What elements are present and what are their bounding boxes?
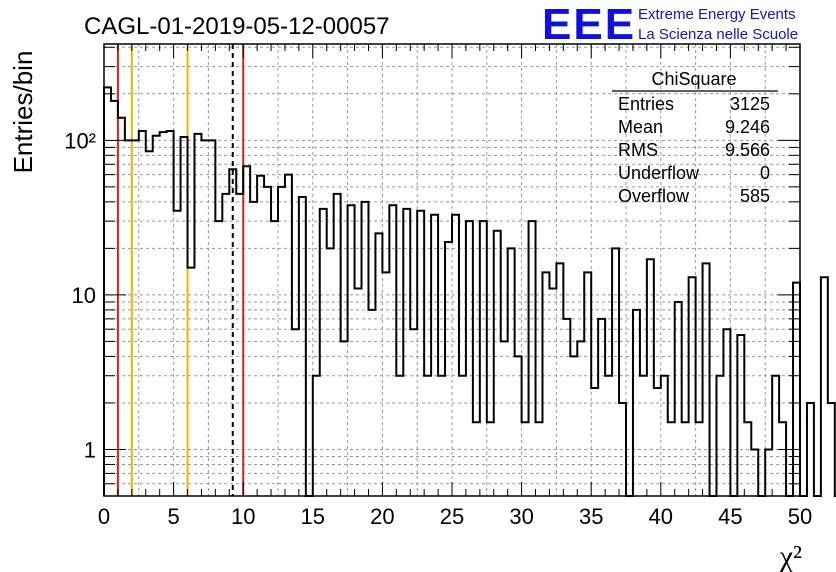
y-axis: 1 10 10² bbox=[64, 46, 800, 485]
stats-row-label: Underflow bbox=[618, 163, 700, 183]
eee-logo-line1: Extreme Energy Events bbox=[638, 6, 796, 23]
histogram-series bbox=[103, 86, 836, 497]
stats-row-value: 0 bbox=[760, 163, 770, 183]
eee-logo: EEE Extreme Energy Events La Scienza nel… bbox=[542, 0, 798, 49]
x-tick-label: 50 bbox=[788, 504, 812, 529]
stats-row-label: Entries bbox=[618, 94, 674, 114]
x-axis: 0 5 10 15 20 25 30 35 40 45 50 bbox=[98, 44, 812, 529]
reference-lines bbox=[116, 44, 245, 496]
x-tick-label: 25 bbox=[440, 504, 464, 529]
y-tick-label: 1 bbox=[84, 437, 96, 462]
y-tick-label: 10 bbox=[72, 283, 96, 308]
stats-row-value: 9.246 bbox=[725, 117, 770, 137]
eee-logo-line2: La Scienza nelle Scuole bbox=[638, 26, 798, 43]
stats-row-value: 585 bbox=[740, 186, 770, 206]
x-tick-label: 30 bbox=[509, 504, 533, 529]
stats-box-title: ChiSquare bbox=[651, 69, 736, 89]
stats-row-value: 9.566 bbox=[725, 140, 770, 160]
x-tick-label: 15 bbox=[301, 504, 325, 529]
x-tick-label: 0 bbox=[98, 504, 110, 529]
x-axis-label: χ² bbox=[779, 540, 802, 572]
stats-row-label: RMS bbox=[618, 140, 658, 160]
stats-row-label: Overflow bbox=[618, 186, 690, 206]
stats-row-label: Mean bbox=[618, 117, 663, 137]
chart-title: CAGL-01-2019-05-12-00057 bbox=[84, 13, 390, 40]
stats-box: ChiSquare Entries 3125 Mean 9.246 RMS 9.566 Un… bbox=[612, 69, 778, 206]
x-tick-label: 35 bbox=[579, 504, 603, 529]
y-tick-label: 10² bbox=[64, 128, 96, 153]
grid-lines bbox=[104, 44, 800, 496]
x-tick-label: 40 bbox=[649, 504, 673, 529]
y-axis-label: Entries/bin bbox=[8, 51, 38, 174]
x-tick-label: 20 bbox=[370, 504, 394, 529]
x-tick-label: 45 bbox=[718, 504, 742, 529]
stats-row-value: 3125 bbox=[730, 94, 770, 114]
x-tick-label: 10 bbox=[231, 504, 255, 529]
eee-logo-mark: EEE bbox=[542, 0, 636, 49]
x-tick-label: 5 bbox=[167, 504, 179, 529]
